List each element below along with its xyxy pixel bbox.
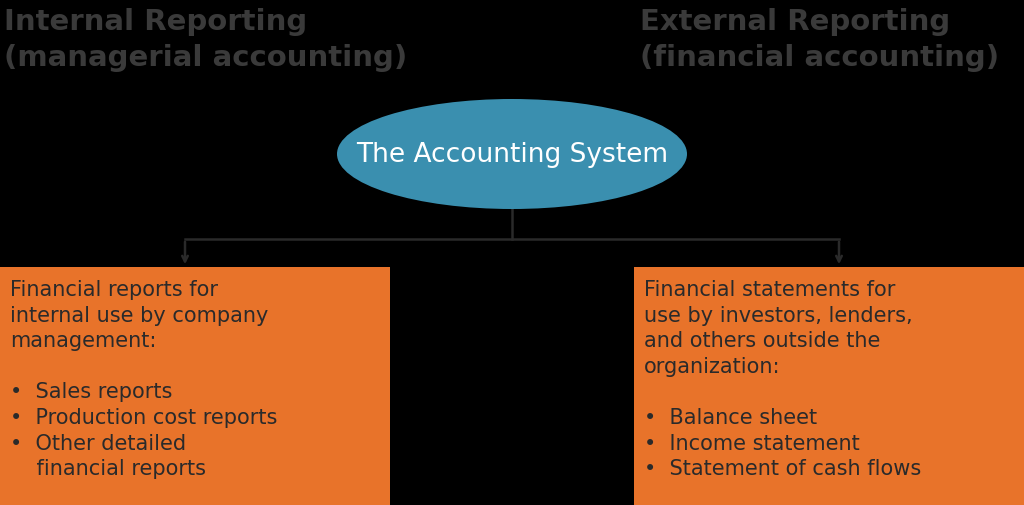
FancyBboxPatch shape bbox=[634, 268, 1024, 505]
Text: Internal Reporting: Internal Reporting bbox=[4, 8, 307, 36]
Ellipse shape bbox=[337, 100, 687, 210]
FancyBboxPatch shape bbox=[0, 268, 390, 505]
Text: External Reporting: External Reporting bbox=[640, 8, 950, 36]
Text: (managerial accounting): (managerial accounting) bbox=[4, 44, 408, 72]
Text: Financial reports for
internal use by company
management:

•  Sales reports
•  P: Financial reports for internal use by co… bbox=[10, 279, 278, 478]
Text: The Accounting System: The Accounting System bbox=[356, 142, 668, 168]
Text: (financial accounting): (financial accounting) bbox=[640, 44, 999, 72]
Text: Financial statements for
use by investors, lenders,
and others outside the
organ: Financial statements for use by investor… bbox=[644, 279, 922, 478]
